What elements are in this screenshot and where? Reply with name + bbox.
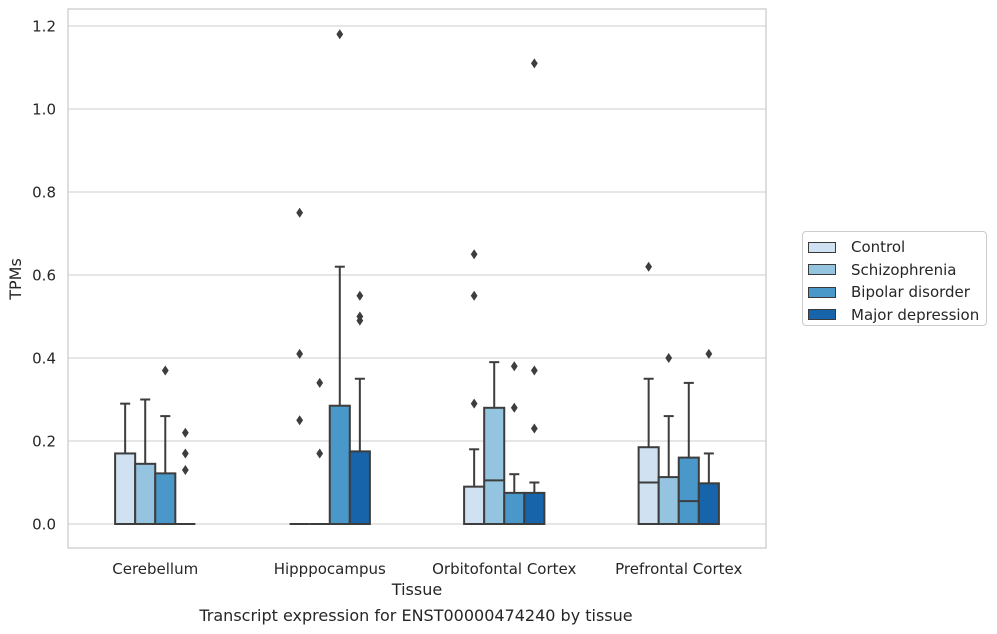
legend-swatch — [808, 241, 836, 253]
outlier-point — [296, 348, 304, 359]
box-major-depression — [697, 348, 720, 525]
box-bipolar-disorder — [677, 381, 700, 526]
gridlines — [68, 25, 766, 525]
outlier-point — [510, 402, 518, 413]
box-iqr — [463, 485, 486, 525]
box-major-depression — [175, 427, 196, 525]
box-iqr — [134, 462, 157, 526]
legend-swatch — [808, 309, 836, 321]
outlier-point — [705, 348, 713, 359]
y-tick-label: 1.0 — [32, 101, 56, 119]
plot-frame — [67, 8, 767, 549]
y-tick-label: 0.2 — [32, 433, 56, 451]
legend-swatch — [808, 264, 836, 276]
outlier-point — [665, 353, 673, 363]
outlier-point — [470, 249, 478, 260]
box-major-depression — [348, 290, 371, 525]
box-control — [114, 402, 137, 526]
box-schizophrenia — [483, 361, 506, 525]
legend-label: Major depression — [851, 305, 980, 324]
x-tick-label: Cerebellum — [112, 560, 198, 578]
outlier-point — [316, 377, 324, 388]
legend-item: Schizophrenia — [808, 259, 986, 282]
y-axis-label: TPMs — [6, 258, 25, 301]
box-control — [463, 249, 486, 525]
outlier-point — [336, 29, 344, 40]
x-axis-label: Tissue — [391, 580, 442, 599]
legend-label: Control — [851, 238, 906, 257]
box-iqr — [637, 446, 660, 526]
box-iqr — [523, 491, 546, 525]
box-iqr — [328, 404, 351, 526]
outlier-point — [530, 58, 538, 69]
outlier-point — [470, 398, 478, 409]
legend-item: Major depression — [808, 304, 986, 327]
x-tick-label: Orbitofontal Cortex — [432, 560, 576, 578]
box-major-depression — [523, 58, 546, 525]
box-iqr — [114, 452, 137, 526]
box-bipolar-disorder — [503, 361, 526, 525]
y-tick-label: 0.4 — [32, 350, 56, 368]
box-iqr — [503, 491, 526, 525]
outlier-point — [356, 315, 364, 326]
outlier-point — [510, 361, 518, 372]
box-control — [637, 261, 660, 526]
outlier-point — [296, 415, 304, 426]
outlier-point — [530, 365, 538, 376]
outlier-point — [470, 290, 478, 301]
outlier-point — [181, 448, 189, 459]
axes: 0.0 0.2 0.4 0.6 0.8 1.0 1.2 Cerebellum Hipppocam… — [32, 8, 767, 578]
box-iqr — [154, 472, 177, 525]
y-tick-label: 0.0 — [32, 516, 56, 534]
y-tick-label: 0.8 — [32, 184, 56, 202]
box-schizophrenia — [309, 377, 330, 525]
outlier-point — [161, 365, 169, 376]
y-tick-label: 0.6 — [32, 267, 56, 285]
legend-swatch — [808, 286, 836, 298]
box-bipolar-disorder — [154, 365, 177, 525]
legend-item: Control — [808, 236, 986, 259]
legend-label: Schizophrenia — [851, 260, 957, 279]
box-control — [289, 207, 310, 525]
box-marks — [114, 29, 720, 526]
box-iqr — [677, 456, 700, 526]
y-tick-label: 1.2 — [32, 18, 56, 36]
box-iqr — [348, 450, 371, 525]
chart-caption: Transcript expression for ENST0000047424… — [199, 606, 633, 625]
legend: Control Schizophrenia Bipolar disorder Majo… — [802, 231, 987, 326]
legend-label: Bipolar disorder — [851, 283, 970, 302]
box-iqr — [697, 482, 720, 525]
outlier-point — [530, 423, 538, 434]
x-tick-label: Hipppocampus — [274, 560, 386, 578]
legend-item: Bipolar disorder — [808, 281, 986, 304]
box-schizophrenia — [134, 398, 157, 526]
outlier-point — [296, 207, 304, 218]
box-bipolar-disorder — [328, 29, 351, 526]
box-iqr — [657, 476, 680, 526]
x-tick-label: Prefrontal Cortex — [615, 560, 742, 578]
box-schizophrenia — [657, 353, 680, 526]
outlier-point — [181, 465, 189, 476]
outlier-point — [645, 261, 653, 272]
box-iqr — [483, 406, 506, 525]
outlier-point — [316, 448, 324, 459]
outlier-point — [181, 427, 189, 438]
outlier-point — [356, 290, 364, 301]
